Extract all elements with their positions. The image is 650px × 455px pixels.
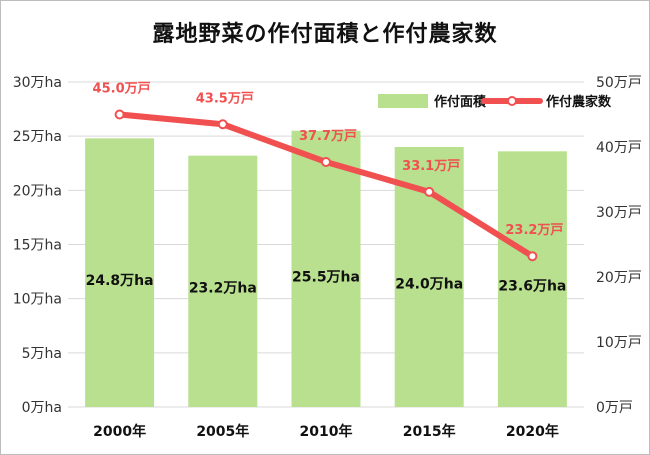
- y-right-tick-label: 20万戸: [596, 270, 642, 286]
- bar: [497, 151, 567, 407]
- bar-data-label: 25.5万ha: [292, 269, 360, 285]
- line-point: [424, 186, 435, 197]
- line-point: [217, 119, 228, 130]
- legend-swatch-marker: [507, 96, 517, 106]
- y-right-tick-label: 0万戸: [596, 400, 633, 416]
- line-data-label: 43.5万戸: [196, 91, 254, 106]
- y-left-tick-label: 20万ha: [13, 183, 62, 199]
- legend-label-bar: 作付面積: [434, 94, 487, 110]
- bar-data-label: 23.6万ha: [498, 279, 566, 295]
- y-right-tick-label: 50万戸: [596, 75, 642, 91]
- chart-title: 露地野菜の作付面積と作付農家数: [152, 22, 498, 47]
- bar: [291, 130, 361, 407]
- line-point: [321, 156, 331, 167]
- legend-label-line: 作付農家数: [546, 94, 612, 110]
- y-left-tick-label: 5万ha: [22, 346, 62, 362]
- bar-data-label: 23.2万ha: [189, 281, 257, 297]
- y-left-tick-label: 30万ha: [13, 75, 62, 91]
- line-data-label: 45.0万戸: [93, 82, 151, 97]
- line-point: [527, 251, 538, 262]
- x-tick-label: 2010年: [300, 423, 353, 440]
- y-right-tick-label: 40万戸: [596, 140, 642, 156]
- y-left-tick-label: 0万ha: [22, 400, 62, 416]
- x-tick-label: 2005年: [196, 423, 249, 440]
- line-data-label: 37.7万戸: [299, 129, 357, 144]
- y-right-tick-label: 10万戸: [596, 335, 642, 351]
- bar-data-label: 24.0万ha: [395, 277, 463, 293]
- line-data-label: 33.1万戸: [402, 159, 460, 174]
- line-point: [114, 109, 125, 120]
- line-data-label: 23.2万戸: [505, 223, 563, 238]
- legend-swatch-bar: [378, 94, 428, 108]
- y-left-tick-label: 15万ha: [13, 238, 62, 254]
- bar: [188, 155, 258, 407]
- y-left-tick-label: 25万ha: [13, 129, 62, 145]
- y-left-tick-label: 10万ha: [13, 292, 62, 308]
- bar: [85, 138, 155, 408]
- bar-data-label: 24.8万ha: [86, 273, 154, 289]
- y-right-tick-label: 30万戸: [596, 205, 642, 221]
- x-tick-label: 2020年: [506, 423, 559, 440]
- x-tick-label: 2000年: [93, 423, 146, 440]
- x-tick-label: 2015年: [403, 423, 456, 440]
